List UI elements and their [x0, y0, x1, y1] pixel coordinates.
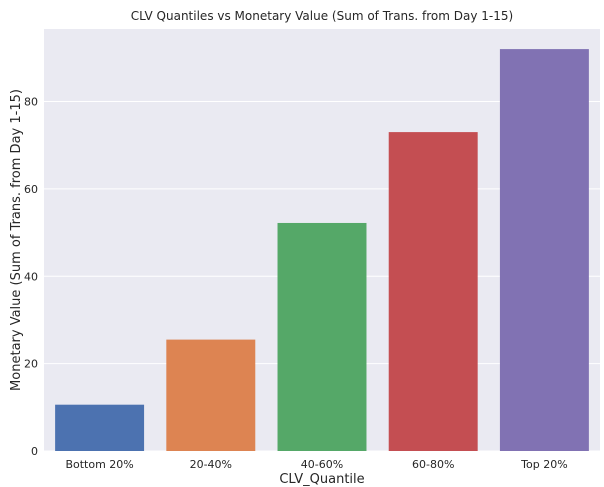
bar-40-60 [277, 222, 367, 451]
y-tick-label: 0 [31, 445, 38, 458]
y-tick-label: 60 [24, 183, 38, 196]
y-tick-label: 40 [24, 270, 38, 283]
y-axis-ticks: 0 20 40 60 80 [24, 96, 38, 458]
x-tick-label: 60-80% [412, 458, 454, 471]
x-axis-label: CLV_Quantile [279, 472, 364, 487]
x-tick-label: 40-60% [301, 458, 343, 471]
bar-top-20 [499, 49, 589, 451]
bars [55, 49, 589, 452]
x-axis-ticks: Bottom 20% 20-40% 40-60% 60-80% Top 20% [65, 458, 567, 471]
y-tick-label: 80 [24, 96, 38, 109]
bar-bottom-20 [55, 404, 145, 451]
x-tick-label: 20-40% [190, 458, 232, 471]
x-tick-label: Bottom 20% [65, 458, 133, 471]
x-tick-label: Top 20% [520, 458, 568, 471]
bar-60-80 [388, 132, 478, 452]
y-axis-label: Monetary Value (Sum of Trans. from Day 1… [9, 89, 24, 391]
chart-title: CLV Quantiles vs Monetary Value (Sum of … [131, 9, 513, 23]
y-tick-label: 20 [24, 358, 38, 371]
bar-20-40 [166, 339, 256, 451]
